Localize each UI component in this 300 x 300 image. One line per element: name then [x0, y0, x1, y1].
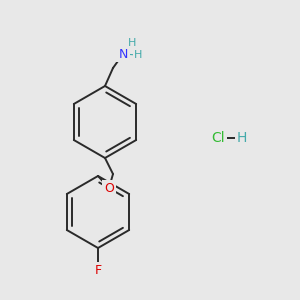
- Text: F: F: [94, 263, 102, 277]
- Text: Cl: Cl: [211, 131, 225, 145]
- Text: H: H: [237, 131, 247, 145]
- Text: N: N: [118, 47, 128, 61]
- Text: H: H: [134, 50, 142, 60]
- Text: H: H: [128, 38, 136, 48]
- Text: O: O: [104, 182, 114, 194]
